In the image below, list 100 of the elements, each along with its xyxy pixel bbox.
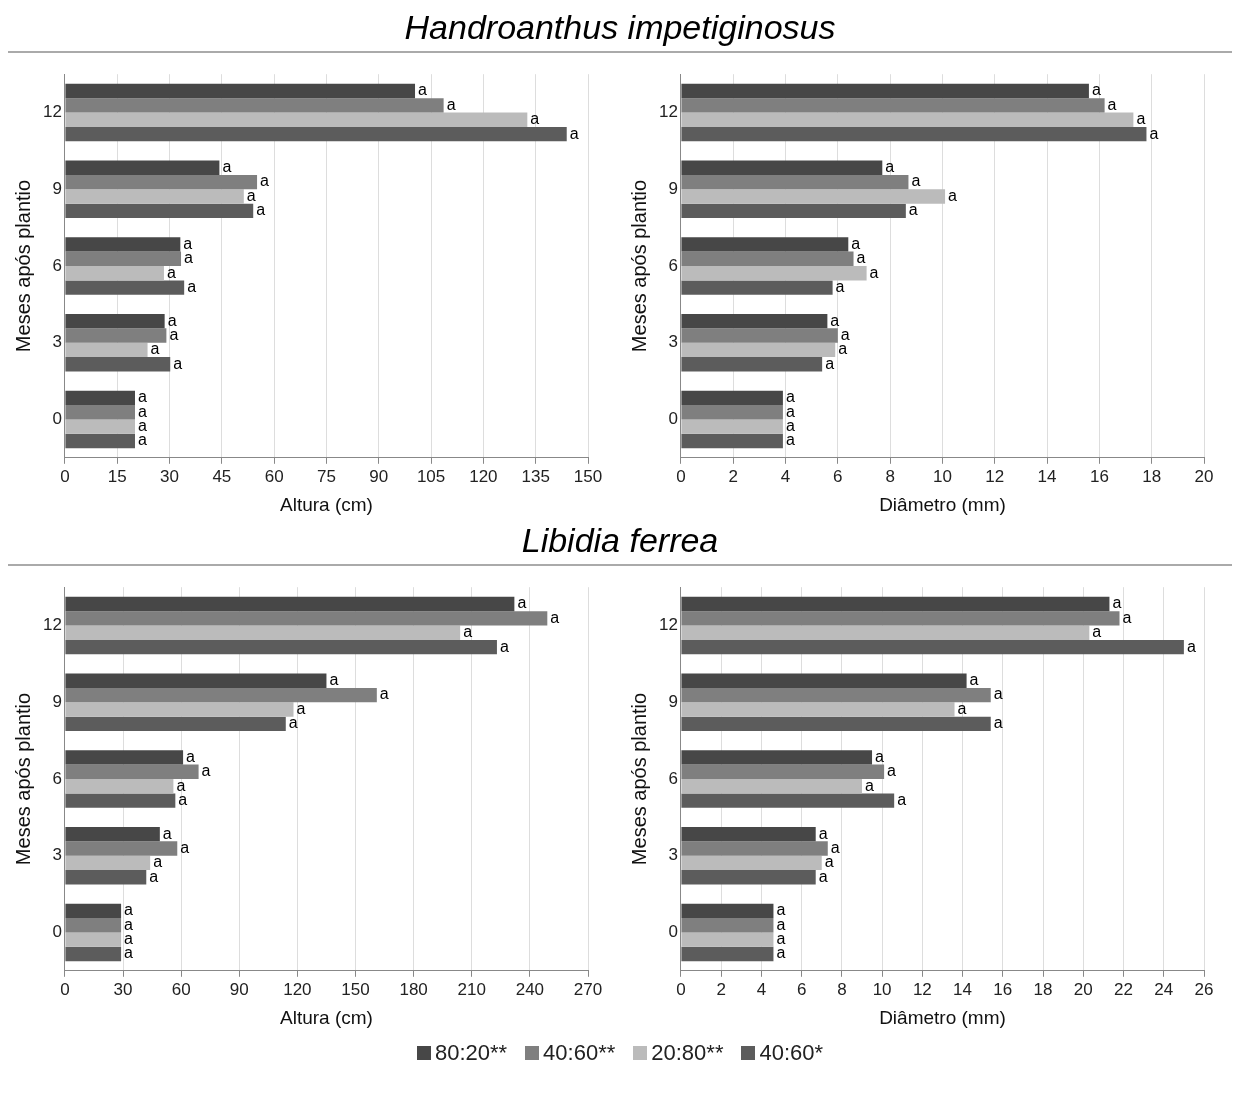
data-label: a xyxy=(446,95,456,113)
data-label: a xyxy=(838,340,848,358)
data-label: a xyxy=(875,747,885,765)
x-tick-label: 14 xyxy=(953,979,973,999)
bar xyxy=(65,716,286,732)
bar xyxy=(65,189,244,204)
x-axis-title: Diâmetro (mm) xyxy=(879,1006,1006,1028)
bar xyxy=(65,160,220,175)
y-tick-label: 9 xyxy=(52,178,62,198)
y-tick-label: 12 xyxy=(658,615,678,635)
data-label: a xyxy=(256,201,266,219)
data-label: a xyxy=(180,838,190,856)
y-tick-label: 6 xyxy=(668,255,678,275)
x-tick-label: 4 xyxy=(780,466,791,486)
data-label: a xyxy=(150,340,160,358)
bar xyxy=(65,313,165,329)
x-tick-label: 22 xyxy=(1114,979,1133,999)
bar xyxy=(65,702,294,717)
data-label: a xyxy=(173,354,183,372)
x-tick-label: 16 xyxy=(993,979,1013,999)
data-label: a xyxy=(246,186,256,204)
y-tick-label: 12 xyxy=(658,102,678,122)
data-label: a xyxy=(418,81,428,99)
bar xyxy=(65,390,135,406)
bar xyxy=(681,855,822,871)
y-axis-title: Meses após plantio xyxy=(11,692,34,866)
chart-title: Libidia ferrea xyxy=(8,521,1232,566)
data-label: a xyxy=(187,277,197,295)
data-label: a xyxy=(851,234,861,252)
bar xyxy=(681,280,833,295)
data-label: a xyxy=(911,172,921,190)
data-label: a xyxy=(830,311,840,329)
y-tick-label: 3 xyxy=(52,845,62,865)
bar xyxy=(681,870,816,885)
x-tick-label: 60 xyxy=(171,979,191,999)
x-axis-title: Diâmetro (mm) xyxy=(879,493,1006,515)
data-label: a xyxy=(162,824,172,842)
x-tick-label: 10 xyxy=(932,466,952,486)
x-tick-label: 12 xyxy=(985,466,1005,486)
y-axis-title: Meses após plantio xyxy=(627,179,650,353)
bar xyxy=(681,126,1147,142)
data-label: a xyxy=(1149,124,1159,142)
bar xyxy=(65,826,160,842)
x-tick-label: 90 xyxy=(229,979,249,999)
y-tick-label: 12 xyxy=(42,615,62,635)
data-label: a xyxy=(830,838,840,856)
x-axis-title: Altura (cm) xyxy=(280,1006,373,1028)
y-tick-label: 6 xyxy=(52,768,62,788)
data-label: a xyxy=(166,263,176,281)
legend-label: 40:60* xyxy=(759,1040,824,1066)
bar xyxy=(65,750,184,765)
y-axis-title: Meses após plantio xyxy=(11,179,34,353)
x-tick-label: 120 xyxy=(469,466,498,486)
data-label: a xyxy=(948,186,958,204)
bar xyxy=(681,419,783,434)
bar xyxy=(681,793,895,808)
x-tick-label: 6 xyxy=(833,466,843,486)
data-label: a xyxy=(550,608,560,626)
data-label: a xyxy=(184,249,194,267)
bar xyxy=(681,702,955,717)
x-tick-label: 240 xyxy=(515,979,545,999)
x-tick-label: 24 xyxy=(1154,979,1174,999)
bar xyxy=(681,826,816,842)
bar xyxy=(681,357,823,372)
data-label: a xyxy=(818,824,828,842)
x-tick-label: 150 xyxy=(341,979,370,999)
x-tick-label: 90 xyxy=(369,466,389,486)
bar xyxy=(681,189,946,204)
x-tick-label: 2 xyxy=(728,466,738,486)
bar xyxy=(65,266,164,281)
bar xyxy=(681,903,774,919)
data-label: a xyxy=(908,201,918,219)
data-label: a xyxy=(530,110,540,128)
bar xyxy=(65,855,151,871)
bar xyxy=(65,932,122,947)
bar xyxy=(681,625,1090,640)
x-tick-label: 18 xyxy=(1033,979,1053,999)
bar xyxy=(681,716,991,732)
bar xyxy=(65,419,135,434)
x-tick-label: 18 xyxy=(1142,466,1162,486)
data-label: a xyxy=(463,623,473,641)
data-label: a xyxy=(1136,110,1146,128)
bar xyxy=(681,673,967,688)
x-tick-label: 60 xyxy=(264,466,284,486)
y-tick-label: 3 xyxy=(668,332,678,352)
data-label: a xyxy=(864,776,874,794)
x-tick-label: 15 xyxy=(107,466,127,486)
data-label: a xyxy=(1092,623,1102,641)
bar xyxy=(65,625,461,640)
x-tick-label: 180 xyxy=(399,979,428,999)
bar xyxy=(681,639,1184,655)
bar xyxy=(681,750,873,765)
data-label: a xyxy=(1186,637,1196,655)
bar xyxy=(65,280,185,295)
y-tick-label: 0 xyxy=(52,409,62,429)
x-tick-label: 8 xyxy=(837,979,847,999)
data-label: a xyxy=(296,699,306,717)
bar xyxy=(65,203,254,219)
bar xyxy=(681,433,783,449)
bar xyxy=(65,83,416,99)
